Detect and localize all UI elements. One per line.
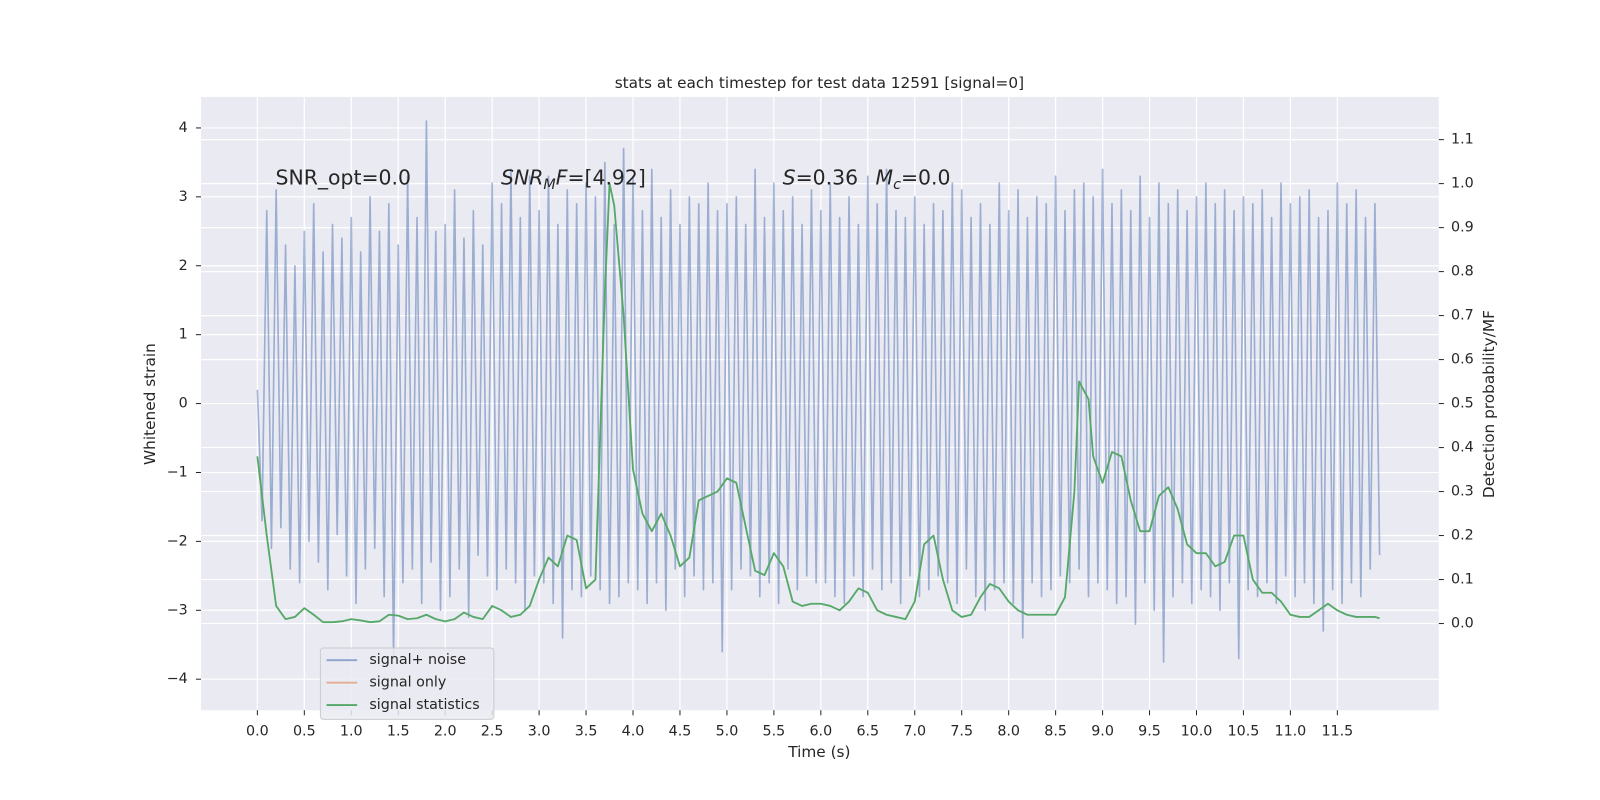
y-axis-label: Whitened strain bbox=[141, 343, 159, 465]
foreground: 0.0 0.5 1.0 1.5 2.0 2.5 3.0 3.5 4.0 4.5 5.0 5.5 6.0 6… bbox=[167, 120, 1474, 740]
x-axis-label: Time (s) bbox=[787, 743, 850, 761]
x-tick-label: 4.5 bbox=[669, 724, 692, 740]
y-tick-label: 1 bbox=[179, 327, 188, 343]
chart-title: stats at each timestep for test data 125… bbox=[615, 74, 1024, 92]
y-tick-label: 0 bbox=[179, 396, 188, 412]
y2-tick-label: 0.3 bbox=[1451, 484, 1474, 500]
annotation-part: c bbox=[893, 177, 901, 193]
y2-tick-label: 0.5 bbox=[1451, 396, 1474, 412]
y-tick-label: −2 bbox=[167, 533, 188, 549]
x-tick-label: 3.0 bbox=[528, 724, 551, 740]
y-tick-label: −1 bbox=[167, 464, 188, 480]
y2-tick-label: 0.4 bbox=[1451, 440, 1474, 456]
annotation-part: M bbox=[876, 166, 894, 190]
legend-box bbox=[319, 647, 495, 720]
y2-tick-label: 0.1 bbox=[1451, 572, 1474, 588]
y2-axis-label: Detection probability/MF bbox=[1480, 310, 1498, 498]
legend-label: signal+ noise bbox=[369, 652, 466, 668]
y2-tick-label: 0.6 bbox=[1451, 352, 1474, 368]
legend-label: signal only bbox=[369, 675, 446, 691]
x-tick-label: 7.5 bbox=[950, 724, 973, 740]
y-tick-label: −3 bbox=[167, 602, 188, 618]
annotation-part: SNR bbox=[501, 166, 543, 190]
x-tick-label: 10.5 bbox=[1228, 724, 1260, 740]
series-line bbox=[256, 120, 1381, 663]
annotation: SNRMF=[4.92] bbox=[501, 166, 646, 193]
annotation-part: =0.0 bbox=[901, 166, 951, 190]
x-tick-label: 1.5 bbox=[387, 724, 410, 740]
x-tick-label: 2.0 bbox=[434, 724, 457, 740]
x-tick-label: 2.5 bbox=[481, 724, 504, 740]
y2-tick-label: 0.2 bbox=[1451, 528, 1474, 544]
annotation-part: F bbox=[556, 166, 568, 190]
x-tick-label: 5.0 bbox=[716, 724, 739, 740]
x-tick-label: 3.5 bbox=[575, 724, 598, 740]
y-tick-label: 3 bbox=[179, 189, 188, 205]
annotation-part: SNR_opt=0.0 bbox=[276, 166, 412, 191]
annotation: S=0.36 bbox=[783, 166, 858, 190]
x-tick-label: 6.5 bbox=[856, 724, 879, 740]
marks bbox=[256, 120, 1381, 663]
x-tick-label: 6.0 bbox=[809, 724, 832, 740]
y2-tick-label: 1.0 bbox=[1451, 176, 1474, 192]
annotation-part: =[4.92] bbox=[567, 166, 645, 190]
y2-tick-label: 0.9 bbox=[1451, 220, 1474, 236]
y-tick-label: 2 bbox=[179, 258, 188, 274]
y2-tick-label: 1.1 bbox=[1451, 132, 1474, 148]
annotation: SNR_opt=0.0 bbox=[276, 166, 412, 191]
annotation: Mc=0.0 bbox=[876, 166, 951, 193]
x-tick-label: 9.0 bbox=[1091, 724, 1114, 740]
x-tick-label: 11.0 bbox=[1275, 724, 1307, 740]
y-tick-label: −4 bbox=[167, 671, 188, 687]
x-tick-label: 4.0 bbox=[622, 724, 645, 740]
annotation-part: S bbox=[783, 166, 796, 190]
x-tick-label: 1.0 bbox=[340, 724, 363, 740]
x-tick-label: 7.0 bbox=[903, 724, 926, 740]
y2-tick-label: 0.8 bbox=[1451, 264, 1474, 280]
x-tick-label: 10.0 bbox=[1181, 724, 1213, 740]
x-tick-label: 5.5 bbox=[763, 724, 786, 740]
series-line bbox=[256, 182, 1380, 624]
annotation-part: =0.36 bbox=[796, 166, 859, 190]
x-tick-label: 11.5 bbox=[1321, 724, 1353, 740]
x-tick-label: 8.5 bbox=[1044, 724, 1067, 740]
legend-label: signal statistics bbox=[369, 697, 479, 713]
x-tick-label: 0.5 bbox=[293, 724, 316, 740]
x-tick-label: 9.5 bbox=[1138, 724, 1161, 740]
annotation-part: M bbox=[543, 177, 555, 193]
x-tick-label: 0.0 bbox=[246, 724, 269, 740]
x-tick-label: 8.0 bbox=[997, 724, 1020, 740]
y-tick-label: 4 bbox=[179, 120, 188, 136]
y2-tick-label: 0.0 bbox=[1451, 616, 1474, 632]
y2-tick-label: 0.7 bbox=[1451, 308, 1474, 324]
